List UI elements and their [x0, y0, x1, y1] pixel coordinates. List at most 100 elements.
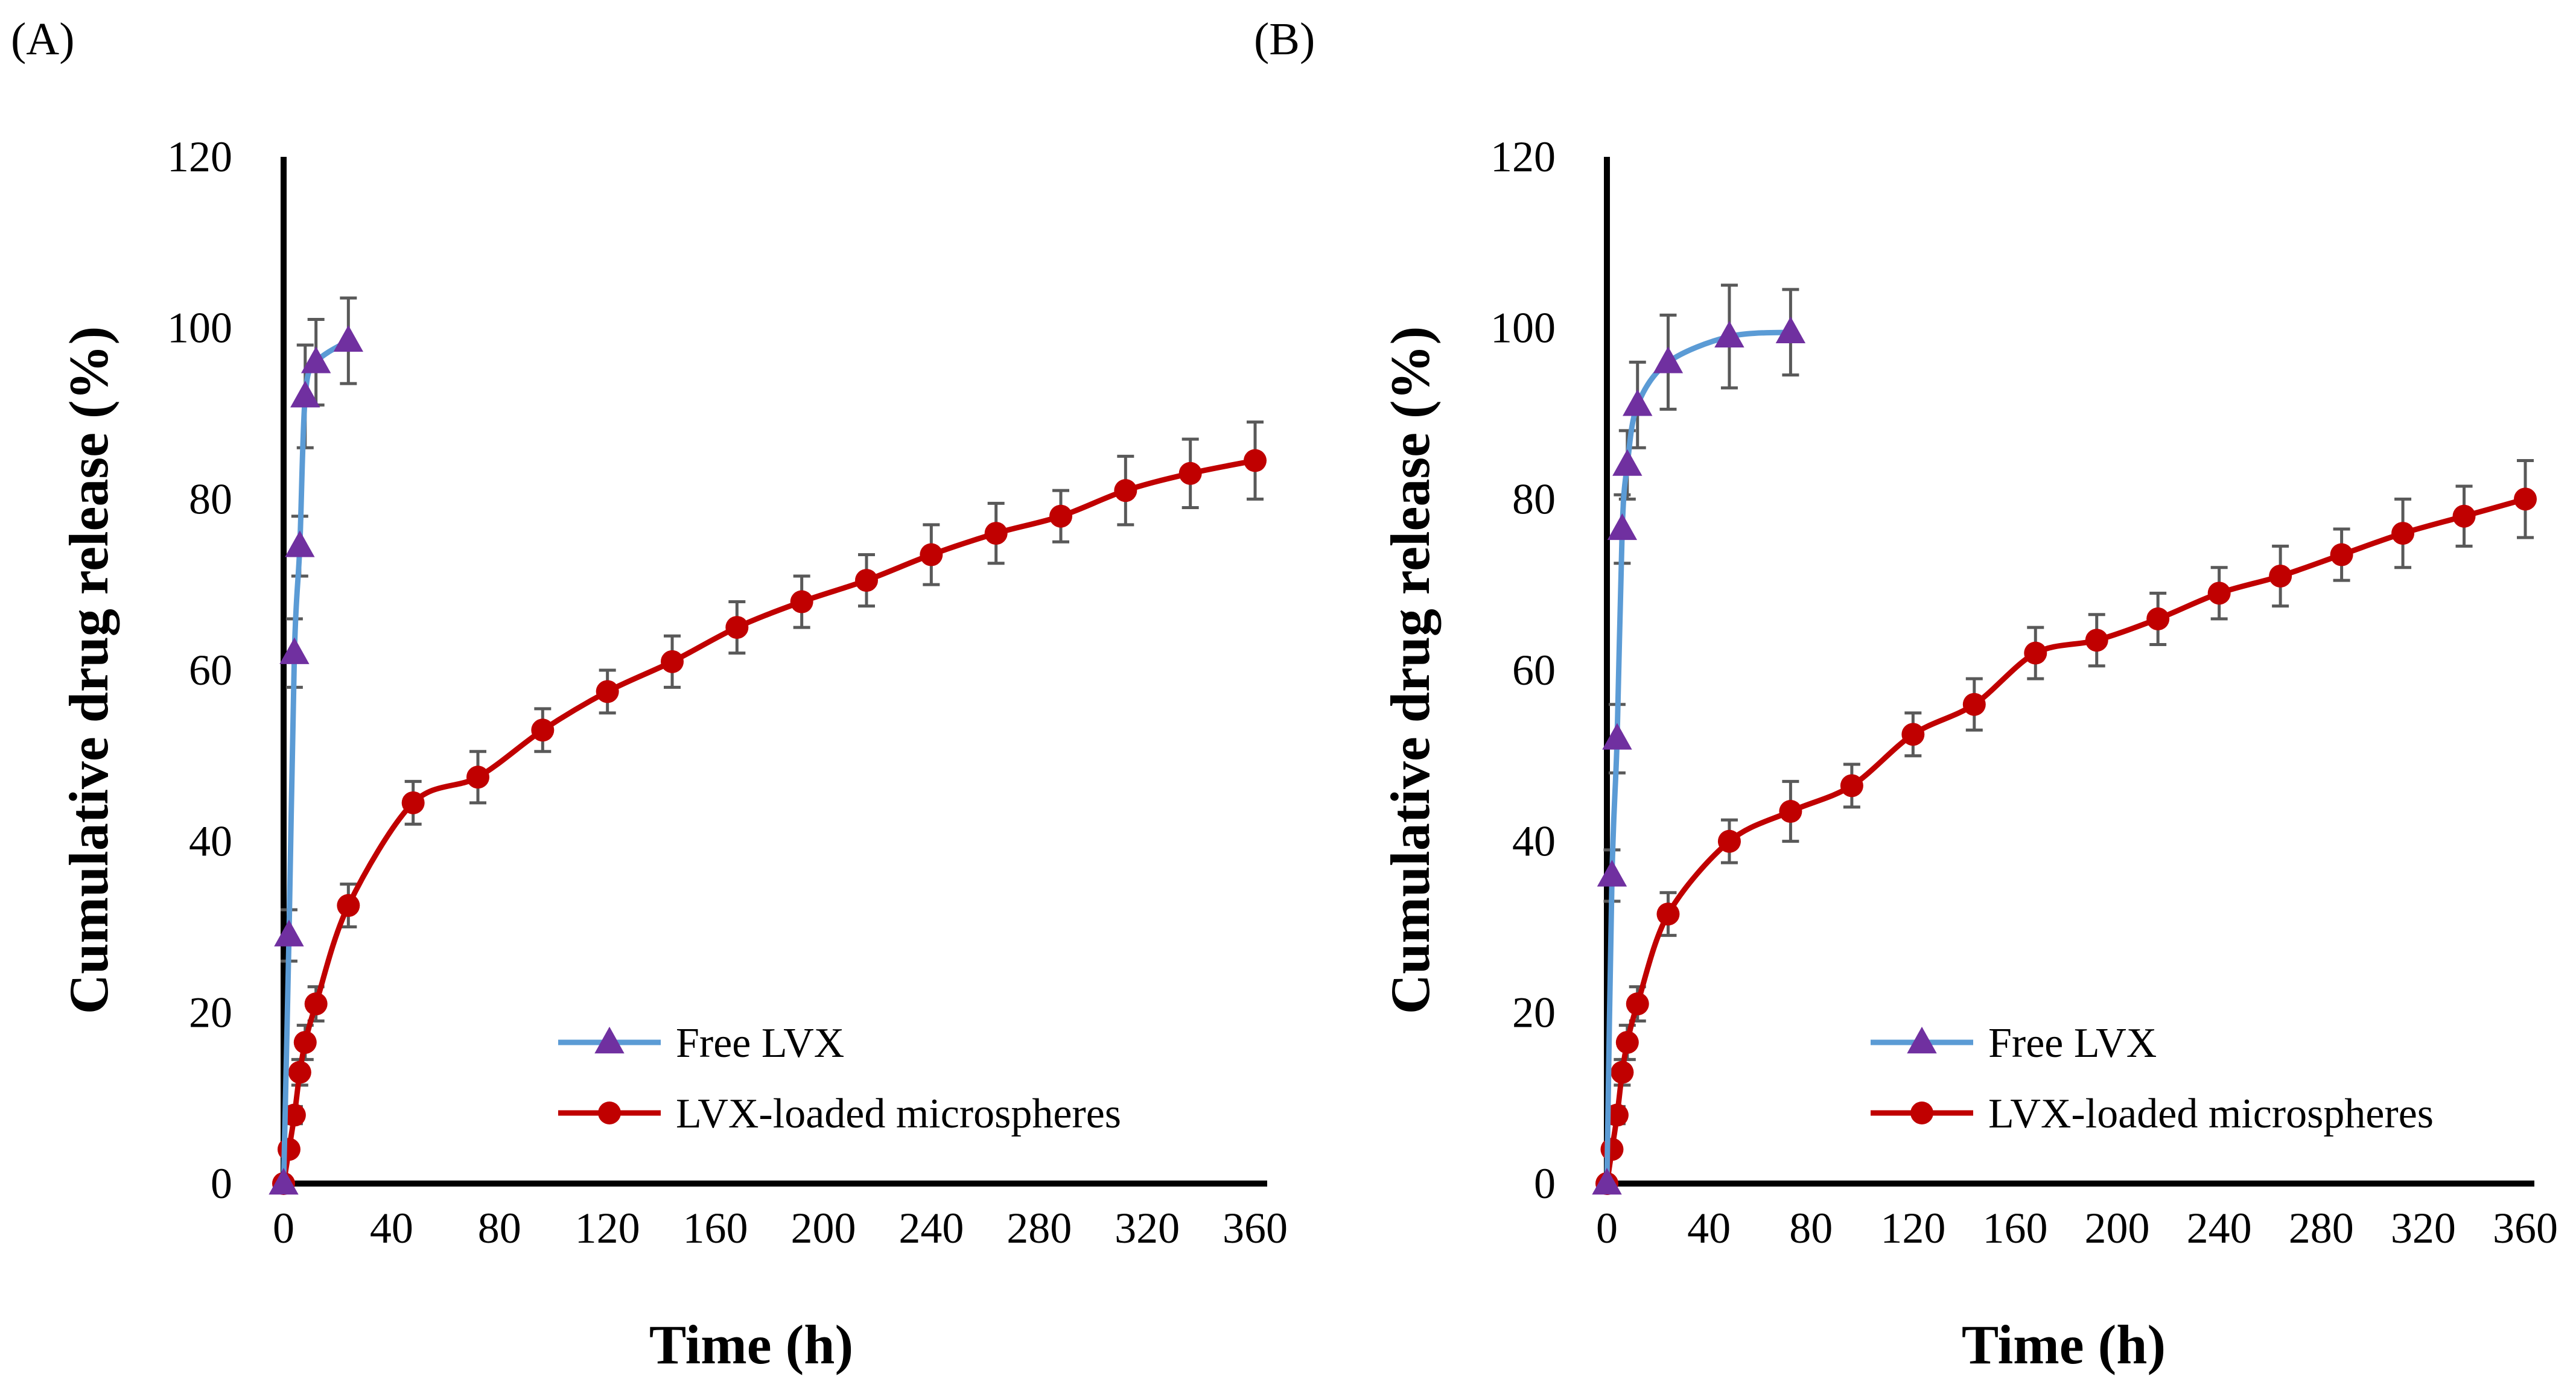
y-tick-label: 60: [189, 646, 232, 694]
y-tick-label: 40: [1512, 817, 1556, 866]
data-point-circle: [2207, 582, 2231, 605]
x-tick-label: 200: [2085, 1204, 2150, 1252]
data-point-triangle: [1607, 513, 1638, 541]
data-point-triangle: [269, 1168, 299, 1195]
data-point-circle: [725, 616, 749, 639]
legend-label: LVX-loaded microspheres: [676, 1091, 1121, 1137]
data-point-circle: [1656, 902, 1680, 926]
x-tick-label: 40: [1687, 1204, 1731, 1252]
data-point-circle: [2391, 522, 2415, 545]
data-point-circle: [855, 569, 878, 592]
data-point-triangle: [1714, 320, 1744, 348]
legend-label: Free LVX: [1988, 1020, 2157, 1067]
x-tick-label: 360: [1223, 1204, 1288, 1252]
data-point-triangle: [274, 919, 304, 946]
y-tick-label: 20: [189, 988, 232, 1036]
y-tick-label: 40: [189, 817, 232, 866]
x-tick-label: 40: [370, 1204, 413, 1252]
legend: Free LVX LVX-loaded microspheres: [558, 1020, 1121, 1137]
series-free-lvx: [1592, 284, 1806, 1195]
data-point-triangle: [333, 325, 364, 352]
y-tick-label: 100: [167, 304, 232, 352]
chart-panel-0: (A) 0 20 40 60 80 100 120 0 40 80 120 160 200 240 280 32…: [11, 14, 1288, 1375]
data-point-circle: [1178, 461, 1202, 485]
series-lvx-microspheres: [272, 420, 1267, 1195]
data-point-triangle: [1623, 389, 1653, 416]
data-point-circle: [790, 590, 813, 613]
chart-panel-1: (B) 0 20 40 60 80 100 120 0 40 80 120 160 200 240 280 32…: [1254, 14, 2558, 1375]
legend-label: Free LVX: [676, 1020, 844, 1067]
x-tick-label: 120: [1880, 1204, 1945, 1252]
data-point-circle: [304, 992, 328, 1016]
y-tick-label: 100: [1490, 304, 1556, 352]
data-point-circle: [1626, 992, 1649, 1016]
series-line: [281, 338, 350, 1184]
data-point-circle: [920, 543, 943, 566]
series-line: [281, 458, 1256, 1184]
legend-marker-triangle: [1907, 1027, 1937, 1054]
x-tick-label: 120: [575, 1204, 640, 1252]
data-point-circle: [277, 1138, 301, 1161]
y-tick-label: 120: [167, 133, 232, 181]
x-tick-label: 80: [478, 1204, 521, 1252]
series-line: [1604, 496, 2527, 1184]
x-tick-label: 320: [1115, 1204, 1180, 1252]
series-lvx-microspheres: [1595, 459, 2537, 1195]
y-tick-label: 80: [189, 475, 232, 523]
data-point-circle: [1605, 1103, 1629, 1127]
data-point-circle: [293, 1030, 317, 1054]
data-point-circle: [466, 766, 489, 789]
x-tick-label: 80: [1789, 1204, 1833, 1252]
legend-marker-circle: [598, 1102, 621, 1124]
data-point-triangle: [1602, 723, 1632, 750]
x-tick-label: 0: [1596, 1204, 1618, 1252]
legend-marker-triangle: [594, 1027, 625, 1054]
series-free-lvx: [269, 296, 364, 1195]
y-tick-label: 120: [1490, 133, 1556, 181]
data-point-circle: [2330, 543, 2353, 566]
x-axis-title: Time (h): [1962, 1314, 2166, 1375]
data-point-triangle: [279, 637, 310, 664]
data-point-circle: [2269, 564, 2292, 588]
y-tick-label: 0: [1534, 1159, 1556, 1208]
data-point-triangle: [1592, 1168, 1622, 1195]
data-point-circle: [1840, 774, 1863, 797]
x-tick-label: 160: [1982, 1204, 2047, 1252]
data-point-triangle: [1653, 346, 1684, 373]
data-point-triangle: [1597, 860, 1627, 887]
x-tick-label: 320: [2391, 1204, 2456, 1252]
data-point-circle: [1600, 1138, 1624, 1161]
data-point-circle: [337, 894, 360, 918]
data-point-triangle: [290, 381, 320, 408]
data-point-circle: [596, 680, 619, 703]
x-tick-label: 280: [2289, 1204, 2354, 1252]
series-line: [1604, 329, 1791, 1184]
data-point-triangle: [301, 346, 331, 373]
panel-label: (A): [11, 14, 75, 65]
data-point-circle: [2146, 607, 2170, 630]
legend-marker-circle: [1910, 1102, 1933, 1124]
data-point-circle: [1779, 800, 1802, 823]
data-point-circle: [2514, 487, 2537, 511]
x-tick-label: 0: [273, 1204, 294, 1252]
legend: Free LVX LVX-loaded microspheres: [1871, 1020, 2434, 1137]
x-tick-label: 280: [1007, 1204, 1072, 1252]
data-point-circle: [531, 718, 555, 742]
data-point-circle: [1901, 723, 1925, 746]
data-point-circle: [1244, 449, 1267, 472]
data-point-circle: [401, 791, 425, 814]
data-point-circle: [288, 1060, 311, 1084]
panel-label: (B): [1254, 14, 1315, 65]
y-axis-title: Cumulative drug release (%): [1379, 326, 1441, 1014]
data-point-circle: [1717, 829, 1741, 853]
legend-label: LVX-loaded microspheres: [1988, 1091, 2434, 1137]
y-axis-title: Cumulative drug release (%): [58, 326, 119, 1014]
x-tick-label: 240: [2187, 1204, 2252, 1252]
y-tick-label: 20: [1512, 988, 1556, 1036]
data-point-circle: [2085, 629, 2108, 652]
x-tick-label: 360: [2493, 1204, 2558, 1252]
data-point-circle: [2452, 504, 2476, 528]
data-point-triangle: [285, 530, 315, 557]
x-axis-title: Time (h): [649, 1314, 853, 1375]
